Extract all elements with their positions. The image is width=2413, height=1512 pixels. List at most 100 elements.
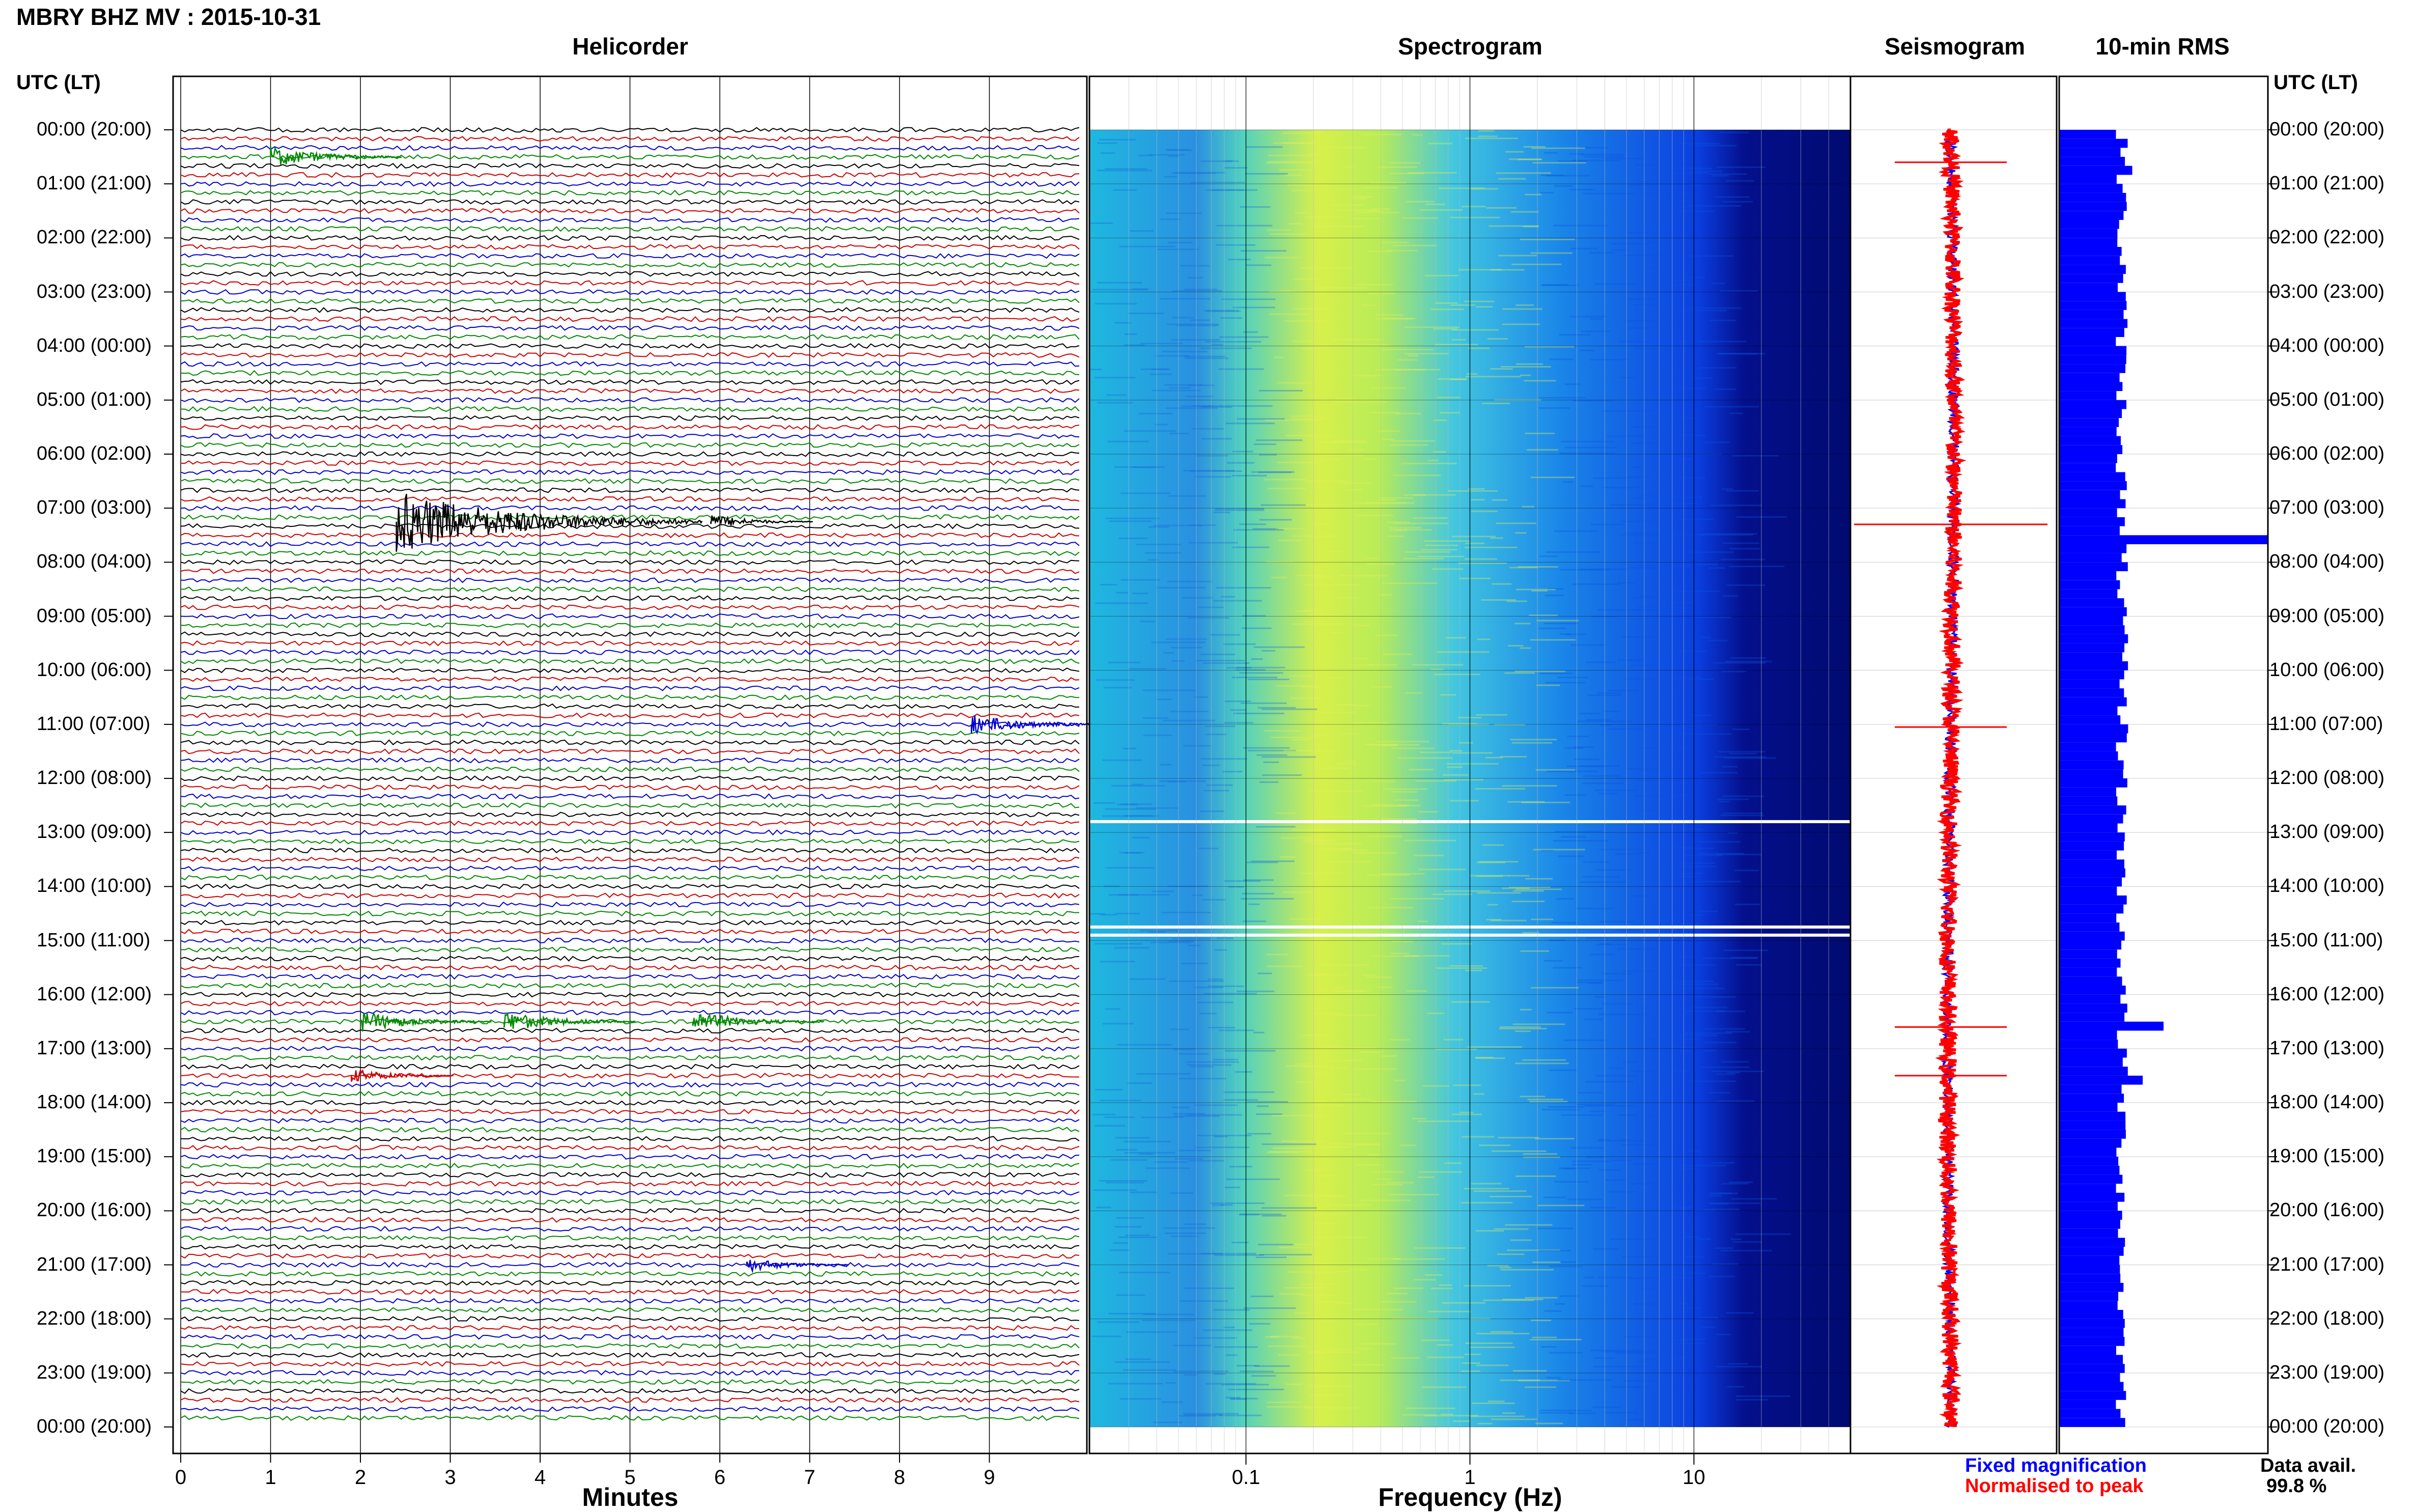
spectrogram-texture bbox=[1223, 1099, 1258, 1101]
spectrogram-texture bbox=[1569, 1412, 1596, 1414]
spectrogram-texture bbox=[1708, 1202, 1761, 1205]
helicorder-trace bbox=[180, 568, 1080, 574]
spectrogram-texture bbox=[1524, 1386, 1556, 1388]
spectrogram-texture bbox=[1189, 542, 1238, 544]
spectrogram-texture bbox=[1305, 1169, 1329, 1171]
spectrogram-texture bbox=[1206, 784, 1233, 786]
time-label: 01:00 (21:00) bbox=[37, 173, 152, 194]
time-label: 00:00 (20:00) bbox=[37, 1416, 152, 1437]
spectrogram-texture bbox=[1549, 1069, 1578, 1071]
spectrogram-texture bbox=[1536, 684, 1560, 686]
spectrogram-texture bbox=[1532, 1262, 1561, 1264]
spectrogram-texture bbox=[1677, 458, 1692, 460]
spectrogram-texture bbox=[1211, 344, 1223, 346]
spectrogram-texture bbox=[1580, 485, 1594, 487]
spectrogram-texture bbox=[1609, 504, 1655, 506]
minute-tick-label: 8 bbox=[894, 1466, 905, 1489]
helicorder-trace bbox=[180, 397, 1080, 403]
spectrogram-texture bbox=[1570, 247, 1598, 249]
spectrogram-texture bbox=[1424, 274, 1458, 276]
time-label: 06:00 (02:00) bbox=[2269, 443, 2385, 464]
spectrogram-texture bbox=[1650, 502, 1697, 505]
spectrogram-texture bbox=[1619, 341, 1652, 343]
spectrogram-texture bbox=[1538, 407, 1570, 409]
spectrogram-texture bbox=[1404, 494, 1456, 496]
rms-bar bbox=[2059, 1382, 2124, 1391]
rms-bar bbox=[2059, 1057, 2123, 1067]
rms-bar bbox=[2059, 157, 2125, 166]
spectrogram-texture bbox=[1421, 1339, 1450, 1341]
helicorder-trace bbox=[180, 649, 1080, 655]
spectrogram-texture bbox=[1539, 1412, 1573, 1414]
helicorder-trace bbox=[180, 856, 1080, 862]
spectrogram-texture bbox=[1391, 1357, 1419, 1359]
spectrogram-texture bbox=[1685, 854, 1723, 856]
minute-tick-label: 5 bbox=[624, 1466, 635, 1489]
spectrogram-texture bbox=[1165, 149, 1189, 151]
spectrogram-texture bbox=[1331, 632, 1344, 634]
spectrogram-texture bbox=[1351, 502, 1407, 504]
spectrogram-texture bbox=[1523, 1156, 1560, 1158]
spectrogram-texture bbox=[1424, 1274, 1442, 1276]
helicorder-trace bbox=[180, 1144, 1080, 1151]
helicorder-trace bbox=[180, 1406, 1080, 1412]
spectrogram-texture bbox=[1237, 1365, 1259, 1367]
helicorder-trace bbox=[180, 766, 1080, 773]
spectrogram-texture bbox=[1168, 155, 1180, 157]
spectrogram-texture bbox=[1321, 767, 1350, 769]
minute-tick-label: 3 bbox=[444, 1466, 456, 1489]
rms-bar bbox=[2059, 1373, 2120, 1382]
spectrogram-texture bbox=[1163, 652, 1174, 654]
rms-bar bbox=[2059, 859, 2124, 869]
spectrogram-texture bbox=[1607, 435, 1643, 437]
spectrogram-texture bbox=[1276, 685, 1320, 687]
spectrogram-texture bbox=[1292, 1337, 1306, 1339]
helicorder-trace bbox=[180, 1181, 1080, 1187]
helicorder-trace bbox=[180, 1190, 1080, 1196]
rms-bar bbox=[2059, 1103, 2118, 1112]
spectrogram-texture bbox=[1167, 885, 1209, 887]
spectrogram-texture bbox=[1367, 744, 1420, 746]
spectrogram-texture bbox=[1545, 682, 1585, 684]
spectrogram-texture bbox=[1510, 739, 1557, 741]
spectrogram-texture bbox=[1102, 759, 1142, 761]
spectrogram-texture bbox=[1132, 783, 1143, 786]
spectrogram-texture bbox=[1337, 763, 1357, 765]
spectrogram-texture bbox=[1629, 327, 1649, 329]
spectrogram-texture bbox=[1381, 349, 1434, 350]
spectrogram-texture bbox=[1169, 980, 1225, 982]
spectrogram-texture bbox=[1669, 279, 1691, 281]
spectrogram-texture bbox=[1256, 1113, 1282, 1115]
time-label: 04:00 (00:00) bbox=[37, 334, 152, 356]
spectrogram-texture bbox=[1634, 304, 1666, 306]
spectrogram-texture bbox=[1640, 770, 1674, 772]
spectrogram-texture bbox=[1582, 192, 1636, 194]
spectrogram-texture bbox=[1716, 1073, 1735, 1075]
spectrogram-texture bbox=[1173, 1370, 1228, 1373]
spectrogram-texture bbox=[1522, 1059, 1566, 1061]
spectrogram-texture bbox=[1405, 692, 1423, 694]
spectrogram-texture bbox=[1354, 515, 1394, 516]
spectrogram-texture bbox=[1691, 1006, 1727, 1009]
spectrogram-texture bbox=[1553, 225, 1609, 227]
time-label: 23:00 (19:00) bbox=[2269, 1361, 2385, 1383]
spectrogram-texture bbox=[1172, 317, 1194, 319]
spectrogram-texture bbox=[1369, 804, 1410, 806]
spectrogram-texture bbox=[1303, 1066, 1334, 1068]
spectrogram-texture bbox=[1505, 1224, 1553, 1226]
helicorder-trace bbox=[180, 1370, 1080, 1376]
helicorder-trace bbox=[180, 1027, 1080, 1033]
spectrogram-texture bbox=[1268, 1345, 1307, 1347]
helicorder-trace bbox=[180, 1117, 1080, 1124]
spectrogram-texture bbox=[1511, 211, 1539, 213]
spectrogram-texture bbox=[1128, 668, 1166, 670]
spectrogram-texture bbox=[1216, 225, 1273, 227]
spectrogram-texture bbox=[1576, 982, 1604, 984]
spectrogram-texture bbox=[1689, 914, 1702, 916]
spectrogram-texture bbox=[1678, 453, 1722, 455]
spectrogram-texture bbox=[1619, 929, 1639, 931]
spectrogram-texture bbox=[1314, 723, 1360, 725]
spectrogram-texture bbox=[1594, 996, 1606, 998]
spectrogram-texture bbox=[1113, 189, 1137, 191]
minute-tick-label: 4 bbox=[535, 1466, 546, 1489]
